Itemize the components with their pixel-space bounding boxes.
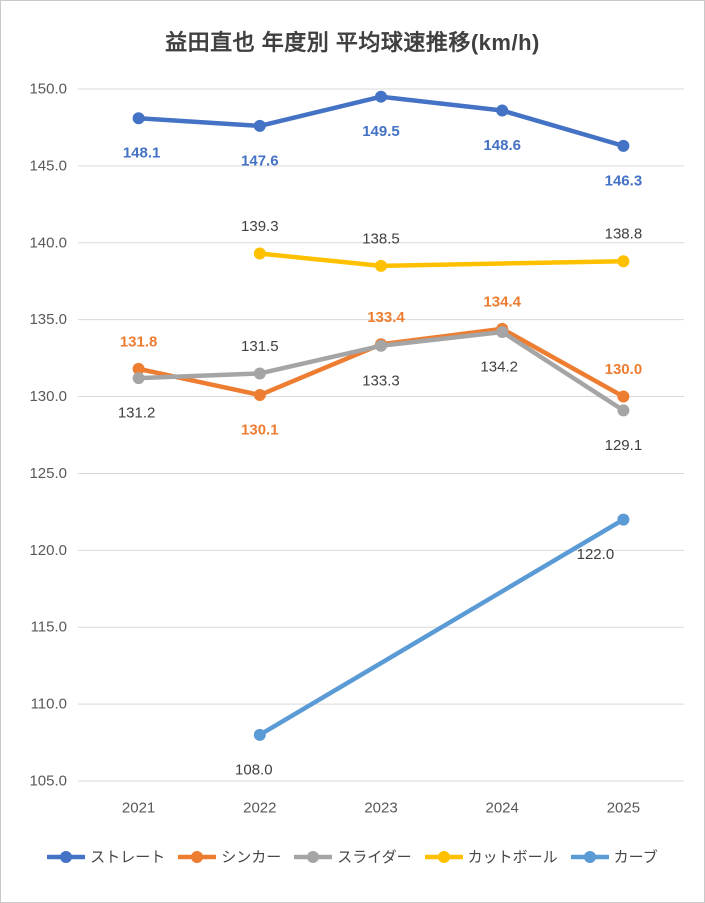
- y-axis-tick-label: 105.0: [29, 773, 67, 790]
- legend-dot: [437, 850, 450, 863]
- x-axis-tick-label: 2024: [486, 800, 519, 817]
- legend-label: シンカー: [221, 849, 282, 866]
- data-label-カーブ: 108.0: [235, 761, 273, 778]
- data-label-シンカー: 130.0: [605, 361, 643, 378]
- y-axis-tick-label: 115.0: [31, 619, 67, 636]
- legend-item-4: カーブ: [570, 846, 658, 867]
- legend-label: スライダー: [337, 849, 412, 866]
- legend-item-1: シンカー: [178, 846, 281, 867]
- data-label-スライダー: 131.5: [241, 338, 279, 355]
- data-label-ストレート: 148.6: [483, 137, 521, 154]
- y-axis-tick-label: 110.0: [31, 696, 67, 713]
- data-label-ストレート: 148.1: [123, 145, 161, 162]
- data-point-marker-カットボール: [617, 255, 630, 268]
- legend-dot: [60, 850, 73, 863]
- legend-dot: [583, 850, 596, 863]
- y-axis-tick-label: 150.0: [29, 81, 67, 98]
- data-label-ストレート: 149.5: [362, 123, 400, 140]
- y-axis-tick-label: 125.0: [29, 465, 67, 482]
- legend-marker-icon: [570, 850, 609, 863]
- data-point-marker-ストレート: [375, 90, 387, 103]
- data-point-marker-スライダー: [617, 404, 630, 417]
- data-label-ストレート: 146.3: [605, 172, 643, 189]
- x-axis-tick-label: 2025: [607, 800, 640, 817]
- legend-item-2: スライダー: [294, 846, 412, 867]
- data-point-marker-カットボール: [253, 247, 266, 260]
- data-label-シンカー: 134.4: [483, 293, 521, 310]
- data-label-スライダー: 131.2: [118, 405, 156, 422]
- data-label-スライダー: 133.3: [362, 372, 400, 389]
- data-point-marker-ストレート: [617, 139, 630, 152]
- x-axis-tick-label: 2021: [122, 800, 155, 817]
- data-label-スライダー: 129.1: [605, 437, 643, 454]
- y-axis-tick-label: 130.0: [29, 388, 67, 405]
- data-point-marker-スライダー: [375, 339, 387, 352]
- y-axis-tick-label: 120.0: [29, 542, 67, 559]
- legend-marker-icon: [47, 850, 86, 863]
- legend-item-0: ストレート: [47, 846, 165, 867]
- y-axis-tick-label: 145.0: [29, 157, 67, 174]
- data-label-シンカー: 133.4: [367, 309, 405, 326]
- data-point-marker-シンカー: [253, 389, 266, 402]
- legend-label: ストレート: [90, 849, 166, 866]
- data-point-marker-スライダー: [132, 372, 145, 385]
- data-point-marker-ストレート: [496, 104, 509, 117]
- data-label-シンカー: 130.1: [241, 422, 279, 439]
- legend-marker-icon: [294, 850, 333, 863]
- legend-label: カットボール: [467, 849, 558, 866]
- data-point-marker-カーブ: [617, 513, 630, 526]
- data-point-marker-シンカー: [617, 390, 630, 403]
- series-line-カットボール: [257, 251, 626, 269]
- y-axis-tick-label: 140.0: [29, 234, 67, 251]
- data-point-marker-カーブ: [253, 728, 266, 741]
- data-point-marker-スライダー: [496, 325, 509, 338]
- legend: ストレート シンカー スライダー カットボール カーブ: [1, 846, 704, 867]
- legend-marker-icon: [424, 850, 463, 863]
- legend-item-3: カットボール: [424, 846, 558, 867]
- data-label-カットボール: 139.3: [241, 218, 279, 235]
- data-label-カットボール: 138.5: [362, 230, 400, 247]
- x-axis-tick-label: 2023: [364, 800, 397, 817]
- legend-dot: [307, 850, 320, 863]
- series-line-カーブ: [257, 517, 626, 738]
- legend-dot: [191, 850, 204, 863]
- y-axis-tick-label: 135.0: [29, 311, 67, 328]
- data-point-marker-シンカー: [132, 362, 145, 375]
- data-point-marker-ストレート: [253, 119, 266, 132]
- data-label-カーブ: 122.0: [577, 546, 615, 563]
- legend-label: カーブ: [613, 849, 658, 866]
- data-point-marker-ストレート: [132, 112, 145, 125]
- legend-marker-icon: [178, 850, 217, 863]
- chart-title: 益田直也 年度別 平均球速推移(km/h): [165, 30, 540, 55]
- data-point-marker-スライダー: [253, 367, 266, 380]
- data-label-ストレート: 147.6: [241, 152, 279, 169]
- data-label-スライダー: 134.2: [480, 358, 518, 375]
- x-axis-tick-label: 2022: [243, 800, 276, 817]
- data-point-marker-カットボール: [375, 259, 387, 272]
- data-label-シンカー: 131.8: [120, 333, 158, 350]
- data-label-カットボール: 138.8: [605, 226, 643, 243]
